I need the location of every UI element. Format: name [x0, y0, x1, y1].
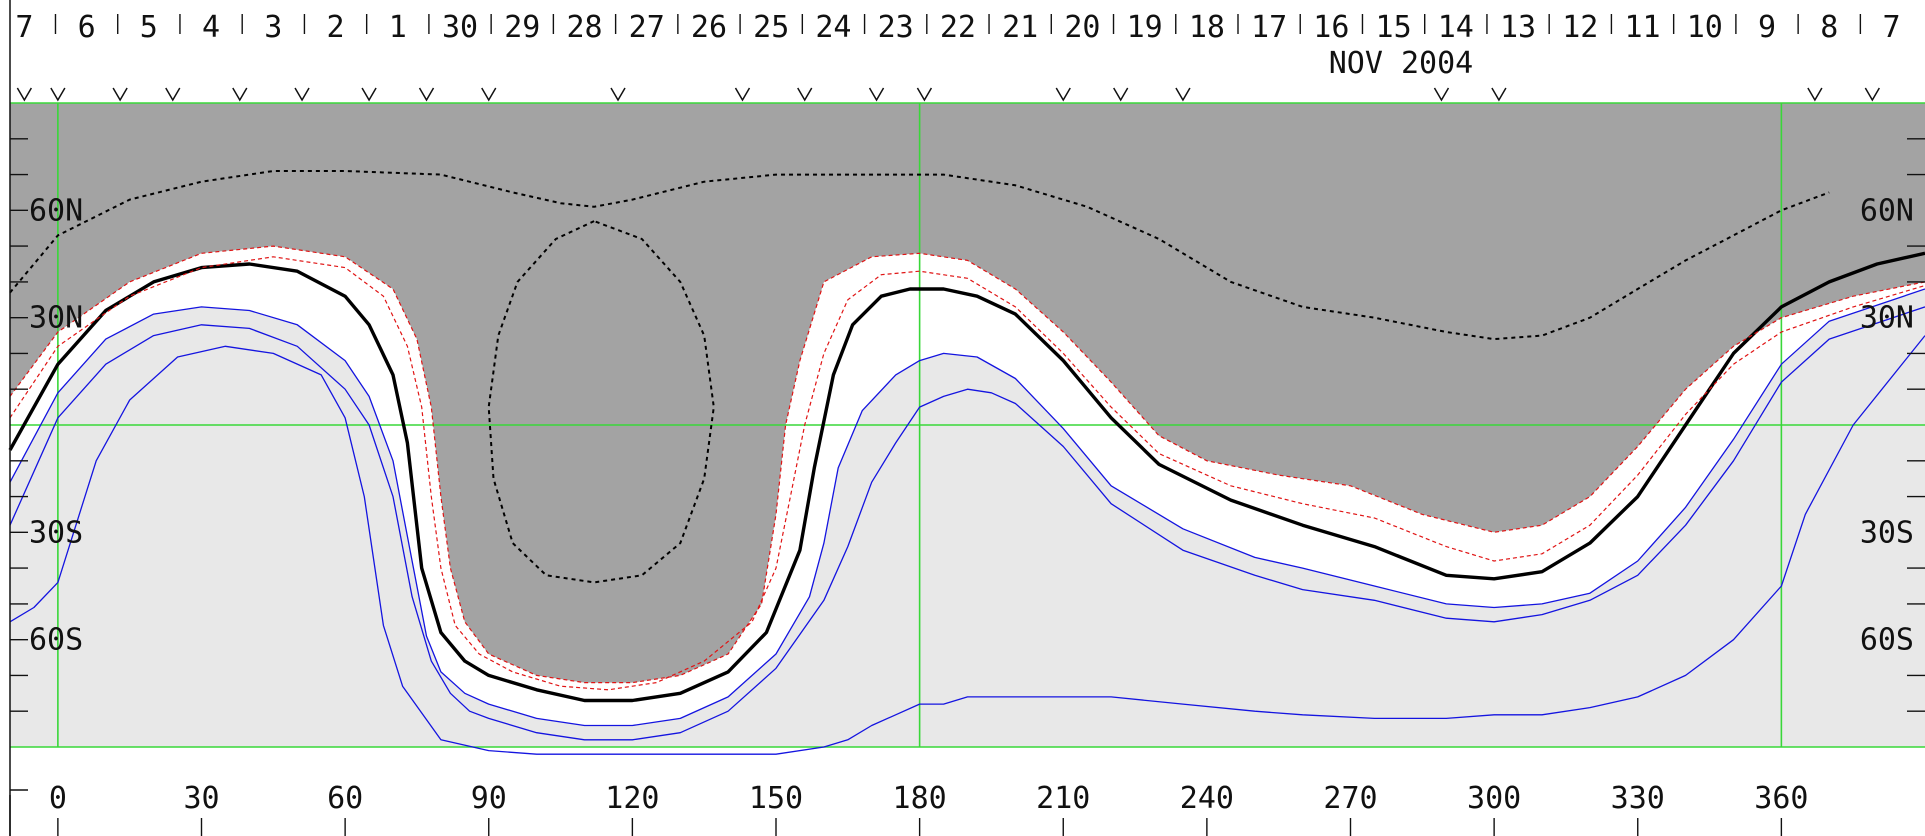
orbit-marker [418, 87, 435, 102]
orbit-marker [610, 87, 626, 102]
orbit-marker [16, 87, 33, 102]
y-tick-label: 30S [29, 515, 83, 550]
date-label: 26 [691, 10, 727, 45]
y-tick-label-right: 60S [1860, 623, 1914, 658]
x-tick-label: 60 [327, 781, 363, 816]
date-label: 28 [566, 10, 602, 45]
contour-line-blue [9, 335, 1925, 755]
x-tick-label: 210 [1036, 781, 1090, 816]
x-tick-label: 270 [1323, 781, 1377, 816]
date-label: 30 [442, 10, 478, 45]
date-label: 12 [1562, 10, 1598, 45]
x-tick-labels: 0 30 60 90 120 150 180 210 240 270 300 330 360 [49, 781, 1809, 816]
date-label: 2 [327, 10, 345, 45]
orbit-marker [1113, 87, 1129, 102]
y-tick-label: 60S [29, 623, 83, 658]
date-label: 29 [504, 10, 540, 45]
date-label: 11 [1624, 10, 1660, 45]
date-label: 1 [389, 10, 407, 45]
date-label: 6 [78, 10, 96, 45]
date-label: 9 [1758, 10, 1776, 45]
contour-line-red-dashed [9, 256, 1925, 691]
date-label: 3 [264, 10, 282, 45]
x-tick-label: 300 [1467, 781, 1521, 816]
orbit-marker [481, 87, 497, 102]
date-label: 25 [753, 10, 789, 45]
date-label: 4 [202, 10, 220, 45]
orbit-marker [165, 87, 181, 102]
contour-line-solid-thick [8, 251, 1925, 703]
orbit-marker [112, 87, 128, 102]
date-label: 22 [940, 10, 976, 45]
date-label: 13 [1500, 10, 1536, 45]
chart-title: NOV 2004 [1329, 46, 1474, 81]
grid-lines [10, 102, 1925, 748]
date-label: 18 [1189, 10, 1225, 45]
date-label: 15 [1376, 10, 1412, 45]
orbit-marker [797, 87, 813, 102]
orbit-marker [1807, 87, 1823, 102]
white-band-region [10, 246, 1925, 726]
x-tick-label: 30 [183, 781, 219, 816]
orbit-marker [1864, 87, 1880, 102]
date-label: 19 [1127, 10, 1163, 45]
contour-line-black-dashed [487, 220, 715, 584]
x-tick-label: 240 [1180, 781, 1234, 816]
y-tick-labels-right: 60N 30N 30S 60S [1860, 193, 1914, 657]
date-label: 27 [629, 10, 665, 45]
date-label: 16 [1313, 10, 1349, 45]
y-tick-label-right: 30N [1860, 301, 1914, 336]
orbit-marker [916, 87, 933, 102]
orbit-marker [1491, 87, 1507, 102]
contour-line-blue [9, 288, 1925, 727]
contour-line-red-dashed [9, 245, 1925, 684]
x-tick-label: 0 [49, 781, 67, 816]
date-label: 23 [878, 10, 914, 45]
date-label: 17 [1251, 10, 1287, 45]
date-label: 7 [1882, 10, 1900, 45]
contour-line-black-dashed [9, 170, 1830, 341]
y-tick-label-right: 60N [1860, 193, 1914, 228]
date-label: 8 [1820, 10, 1838, 45]
contour-lines [8, 170, 1925, 755]
x-tick-label: 150 [749, 781, 803, 816]
y-tick-label: 30N [29, 301, 83, 336]
date-label: 21 [1002, 10, 1038, 45]
orbit-marker [868, 87, 885, 102]
orbit-marker [734, 87, 751, 102]
x-tick-label: 330 [1611, 781, 1665, 816]
date-label: 7 [15, 10, 33, 45]
orbit-markers [16, 87, 1880, 102]
orbit-marker [50, 87, 66, 102]
date-label: 14 [1438, 10, 1474, 45]
orbit-marker [232, 87, 248, 102]
orbit-marker [294, 87, 310, 102]
orbit-marker [1175, 87, 1191, 102]
orbit-marker [361, 87, 377, 102]
x-tick-label: 360 [1754, 781, 1808, 816]
orbit-marker [1055, 87, 1071, 102]
x-tick-label: 90 [471, 781, 507, 816]
y-tick-label-right: 30S [1860, 515, 1914, 550]
x-tick-label: 120 [605, 781, 659, 816]
y-tick-labels-left: 60N 30N 30S 60S [29, 193, 83, 657]
date-label: 5 [140, 10, 158, 45]
date-labels: 7 6 5 4 3 2 1 30 29 28 27 26 25 24 23 22 21 20 19 18 17 16 15 1… [15, 10, 1900, 45]
contour-line-blue [9, 306, 1925, 741]
x-tick-label: 180 [893, 781, 947, 816]
date-label: 20 [1064, 10, 1100, 45]
date-label: 24 [815, 10, 851, 45]
orbit-marker [1433, 87, 1450, 102]
y-tick-label: 60N [29, 193, 83, 228]
dark-shade-region [10, 103, 1925, 683]
date-label: 10 [1687, 10, 1723, 45]
